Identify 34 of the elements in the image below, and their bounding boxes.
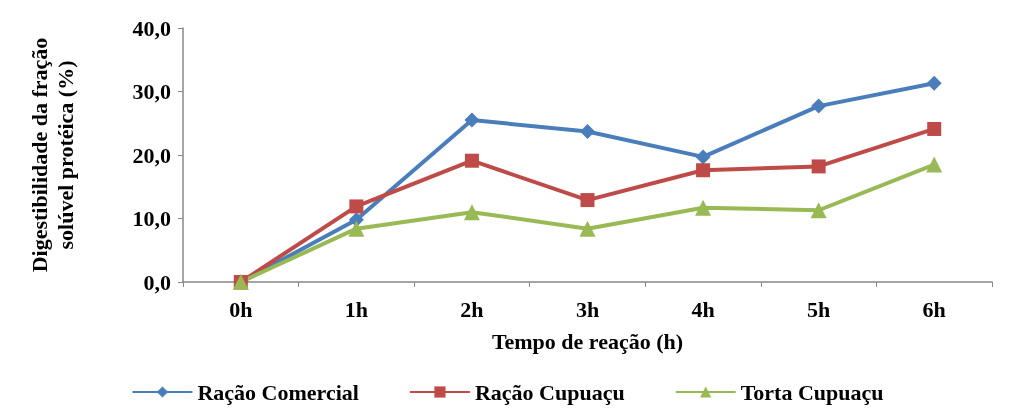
point bbox=[695, 149, 711, 165]
y-tick-label: 10,0 bbox=[132, 206, 171, 231]
point bbox=[349, 199, 364, 214]
point bbox=[811, 98, 827, 114]
x-tick-label: 0h bbox=[229, 296, 253, 322]
y-axis-title: Digestibilidade da fração solúvel protéica (%) bbox=[26, 37, 78, 273]
legend-label: Ração Comercial bbox=[197, 379, 359, 405]
x-tick-label: 3h bbox=[575, 296, 600, 322]
legend-label: Ração Cupuaçu bbox=[474, 379, 625, 405]
point bbox=[695, 199, 712, 216]
x-tick-label: 2h bbox=[460, 296, 484, 322]
point bbox=[580, 193, 595, 208]
point bbox=[810, 202, 827, 219]
y-tick-label: 40,0 bbox=[132, 15, 171, 41]
x-tick-label: 5h bbox=[807, 296, 831, 322]
y-tick-label: 30,0 bbox=[132, 79, 171, 104]
x-axis-title: Tempo de reação (h) bbox=[491, 328, 684, 354]
point bbox=[580, 124, 595, 139]
x-tick-label: 1h bbox=[344, 296, 368, 322]
point bbox=[696, 163, 711, 178]
point bbox=[927, 121, 942, 136]
y-tick-label: 0,0 bbox=[143, 269, 171, 295]
point bbox=[463, 204, 480, 221]
y-tick-label: 20,0 bbox=[132, 142, 171, 168]
legend-label: Torta Cupuaçu bbox=[740, 379, 884, 405]
point bbox=[579, 220, 596, 237]
x-tick-label: 6h bbox=[922, 296, 946, 322]
point bbox=[464, 112, 480, 128]
point bbox=[926, 75, 942, 91]
x-tick-label: 4h bbox=[691, 296, 715, 322]
point bbox=[926, 156, 943, 173]
point bbox=[464, 153, 479, 168]
point bbox=[348, 220, 365, 237]
point bbox=[811, 159, 826, 174]
